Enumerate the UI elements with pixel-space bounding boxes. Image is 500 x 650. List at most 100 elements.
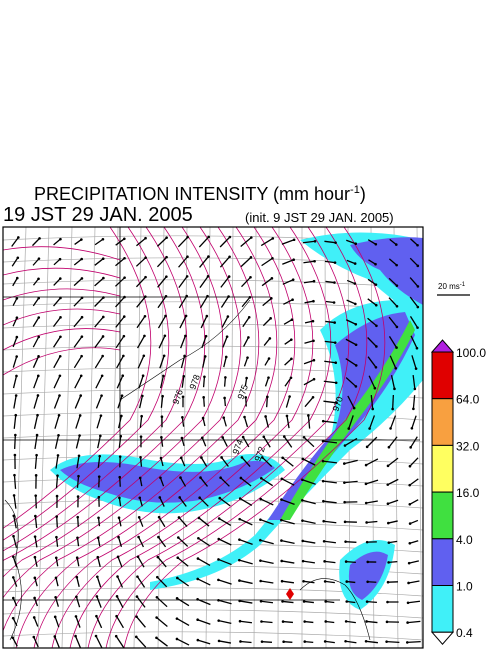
wind-head — [121, 374, 125, 378]
wind-vector — [388, 520, 398, 524]
wind-head — [158, 496, 162, 499]
wind-vector — [346, 299, 356, 305]
wind-head — [159, 476, 162, 480]
wind-head — [240, 456, 244, 459]
wind-vector — [240, 236, 252, 248]
wind-head — [179, 476, 182, 479]
wind-vector — [344, 459, 358, 465]
wind-vector — [160, 457, 164, 467]
map-frame — [2, 226, 424, 649]
wind-head — [347, 427, 351, 430]
wind-head — [15, 297, 19, 300]
wind-vector — [198, 517, 210, 527]
wind-head — [249, 236, 253, 239]
wind-head — [204, 334, 208, 338]
wind-head — [120, 394, 124, 398]
wind-head — [307, 414, 310, 417]
wind-head — [175, 596, 179, 600]
wind-vector — [282, 279, 294, 285]
wind-vector — [282, 600, 294, 604]
grid-line — [277, 227, 280, 648]
wind-vector — [96, 415, 102, 429]
wind-head — [58, 374, 62, 378]
wind-head — [323, 580, 327, 583]
wind-vector — [262, 297, 272, 307]
wind-head — [119, 434, 123, 438]
wind-head — [364, 501, 368, 505]
wind-head — [374, 303, 378, 307]
wind-head — [266, 395, 269, 399]
wind-head — [59, 335, 62, 339]
wind-head — [334, 381, 338, 385]
wind-head — [281, 600, 284, 603]
wind-head — [259, 599, 263, 603]
wind-head — [200, 456, 203, 459]
wind-head — [136, 575, 139, 578]
wind-head — [55, 535, 58, 539]
wind-vector — [116, 375, 124, 389]
isobar — [3, 227, 260, 632]
wind-head — [196, 618, 199, 622]
wind-head — [139, 455, 142, 459]
wind-head — [36, 374, 40, 378]
wind-vector — [388, 277, 398, 287]
wind-vector — [366, 520, 378, 524]
wind-head — [321, 419, 325, 423]
wind-head — [371, 407, 375, 411]
wind-head — [386, 502, 390, 506]
wind-vector — [346, 600, 356, 604]
wind-head — [95, 614, 98, 618]
wind-head — [17, 236, 20, 239]
wind-vector — [180, 457, 186, 467]
wind-vector — [12, 617, 18, 627]
wind-vector — [411, 415, 417, 429]
wind-vector — [33, 415, 39, 429]
wind-vector — [53, 395, 61, 409]
wind-vector — [325, 640, 335, 644]
wind-vector — [346, 239, 356, 245]
wind-head — [243, 415, 246, 419]
wind-head — [322, 499, 325, 503]
wind-head — [343, 520, 347, 524]
wind-head — [228, 255, 231, 259]
wind-head — [35, 433, 39, 437]
wind-vector — [33, 395, 39, 409]
wind-head — [391, 407, 394, 411]
wind-vector — [324, 260, 336, 264]
wind-head — [343, 444, 347, 447]
wind-vector — [176, 618, 190, 626]
wind-vector — [368, 415, 376, 429]
wind-head — [259, 497, 263, 501]
wind-vector — [346, 580, 356, 584]
wind-vector — [177, 557, 189, 567]
wind-head — [164, 294, 168, 298]
wind-head — [374, 242, 378, 246]
wind-head — [386, 483, 390, 486]
wind-vector — [302, 499, 316, 505]
wind-head — [11, 576, 15, 579]
wind-vector — [159, 375, 165, 389]
wind-head — [264, 415, 267, 418]
wind-head — [385, 640, 388, 643]
wind-vector — [11, 237, 19, 247]
wind-head — [280, 579, 284, 583]
wind-head — [74, 615, 78, 618]
colorbar-label: 1.0 — [456, 580, 473, 594]
wind-vector — [34, 536, 38, 548]
contour-label: 978 — [187, 373, 202, 391]
colorbar-cap — [430, 631, 455, 645]
wind-head — [165, 236, 168, 239]
wind-head — [12, 514, 16, 518]
wind-head — [344, 540, 347, 543]
wind-head — [14, 433, 17, 437]
wind-vector — [73, 277, 83, 287]
wind-vector — [323, 400, 337, 404]
wind-vector — [34, 597, 38, 607]
wind-head — [260, 476, 263, 480]
wind-head — [226, 315, 230, 318]
wind-head — [414, 367, 418, 370]
wind-vector — [345, 319, 357, 325]
wind-head — [34, 494, 38, 497]
wind-head — [123, 237, 126, 241]
wind-vector — [136, 576, 146, 588]
